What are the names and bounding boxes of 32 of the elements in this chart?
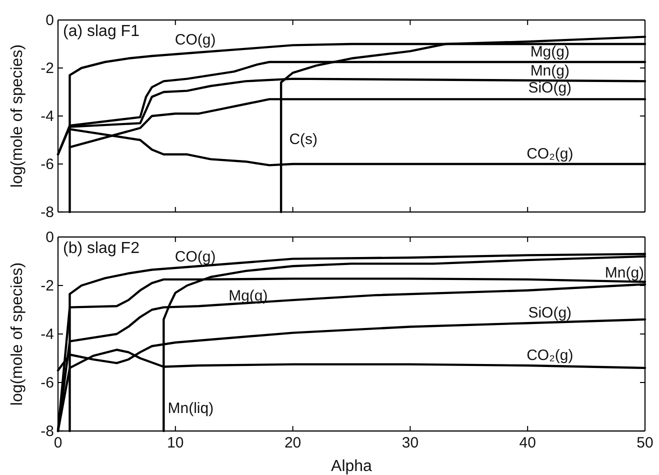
series-label: CO₂(g): [526, 145, 574, 162]
y-tick-label: -2: [40, 60, 54, 77]
y-tick-label: -6: [40, 374, 54, 392]
series-label: CO₂(g): [526, 346, 574, 364]
series-label: Mg(g): [530, 43, 570, 60]
series-label: Mg(g): [228, 287, 268, 304]
y-tick-label: -4: [40, 108, 54, 125]
series-label: Mn(liq): [168, 400, 214, 418]
chart-title: (b) slag F2: [63, 240, 140, 257]
y-tick-label: -4: [40, 326, 54, 343]
y-tick-label: -2: [40, 277, 54, 294]
series-label: SiO(g): [528, 304, 572, 322]
y-tick-label: 0: [46, 12, 54, 29]
series-label: Mn(g): [604, 264, 644, 282]
x-tick-label: 50: [636, 434, 654, 452]
series-label: C(s): [289, 130, 318, 148]
chart-title: (a) slag F1: [63, 23, 140, 40]
x-tick-label: 20: [284, 434, 302, 452]
x-tick-label: 40: [519, 434, 536, 452]
x-tick-label: 10: [167, 434, 184, 452]
y-tick-label: -8: [40, 204, 54, 221]
x-tick-label: 30: [402, 434, 419, 452]
y-tick-label: 0: [46, 228, 54, 246]
y-tick-label: -8: [40, 422, 54, 440]
legend-label: CO(g): [174, 248, 216, 266]
y-axis-title: log(mole of species): [9, 262, 26, 406]
x-axis-title: Alpha: [331, 458, 372, 475]
series-label: SiO(g): [528, 79, 572, 96]
y-axis-title: log(mole of species): [9, 44, 26, 188]
y-tick-label: -6: [40, 156, 54, 173]
series-label: Mn(g): [530, 62, 570, 80]
legend-label: CO(g): [174, 31, 216, 48]
